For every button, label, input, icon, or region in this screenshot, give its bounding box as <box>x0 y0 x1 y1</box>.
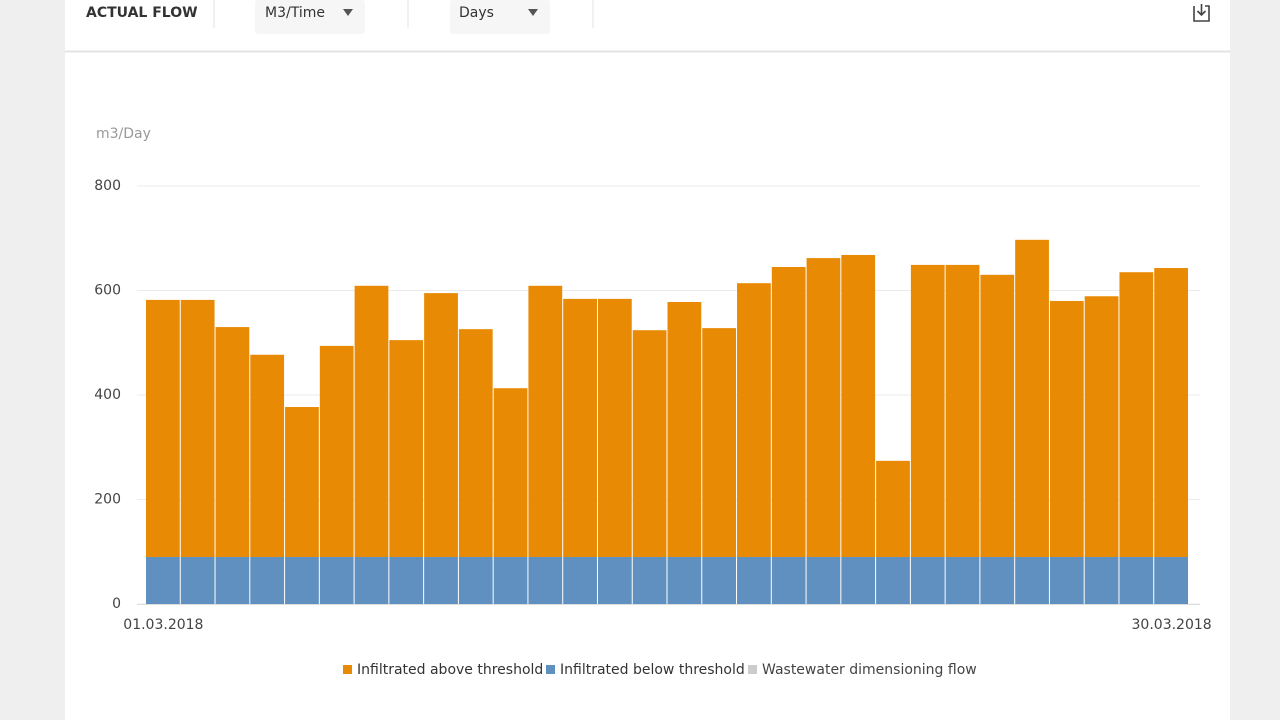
y-tick-label: 200 <box>94 492 121 508</box>
plot: 0 200 400 600 800 01.03.2018 30.03.2018 <box>94 178 1211 633</box>
download-button[interactable] <box>1193 4 1210 22</box>
bar-segment <box>354 556 389 604</box>
bar-segment <box>1154 556 1188 604</box>
bar-segment <box>910 264 945 557</box>
legend-swatch <box>343 665 352 674</box>
bar-segment <box>910 556 945 604</box>
dropdown-arrow <box>343 9 353 16</box>
bar-segment <box>737 556 771 604</box>
bar-segment <box>980 556 1015 604</box>
y-tick-label: 800 <box>94 178 121 194</box>
bar-segment <box>319 345 354 557</box>
bar-segment <box>215 556 250 604</box>
bar-segment <box>563 298 597 557</box>
legend: Infiltrated above threshold Infiltrated b… <box>343 662 977 678</box>
bar-segment <box>389 556 424 604</box>
bar-segment <box>493 388 528 557</box>
bar-segment <box>285 556 319 604</box>
bar-segment <box>632 330 667 557</box>
period-dropdown[interactable] <box>450 0 550 34</box>
bar-segment <box>980 274 1015 557</box>
y-axis-label: m3/Day <box>96 126 151 142</box>
bar-segment <box>285 407 319 557</box>
bar-segment <box>424 293 458 557</box>
bar-segment <box>180 556 215 604</box>
bar-segment <box>841 556 876 604</box>
bar-segment <box>528 285 563 557</box>
bar-segment <box>563 556 597 604</box>
y-tick-label: 400 <box>94 387 121 403</box>
bar-segment <box>667 301 702 557</box>
bar-segment <box>146 299 180 557</box>
bar-segment <box>528 556 563 604</box>
legend-item[interactable]: Infiltrated below threshold <box>546 662 745 678</box>
bar-segment <box>945 556 980 604</box>
bar-segment <box>458 556 493 604</box>
bar-segment <box>424 556 458 604</box>
y-tick-label: 600 <box>94 283 121 299</box>
bar-segment <box>1015 556 1049 604</box>
unit-select[interactable]: M3/Time <box>265 5 325 21</box>
bar-segment <box>1049 556 1084 604</box>
dropdown-arrow <box>528 9 538 16</box>
legend-label[interactable]: Wastewater dimensioning flow <box>762 662 977 678</box>
bar-segment <box>493 556 528 604</box>
bar-segment <box>180 299 215 557</box>
x-tick-label: 01.03.2018 <box>123 617 203 633</box>
bar-segment <box>771 266 806 557</box>
bar-segment <box>771 556 806 604</box>
bar-segment <box>1119 556 1154 604</box>
bar-segment <box>354 285 389 557</box>
bar-segment <box>458 329 493 557</box>
bar-segment <box>632 556 667 604</box>
download-arrow <box>1196 4 1207 17</box>
bar-segment <box>319 556 354 604</box>
legend-label[interactable]: Infiltrated below threshold <box>560 662 745 678</box>
legend-swatch <box>748 665 757 674</box>
legend-label[interactable]: Infiltrated above threshold <box>357 662 543 678</box>
bar-segment <box>1049 300 1084 557</box>
bar-segment <box>1154 268 1188 557</box>
period-select[interactable]: Days <box>459 5 494 21</box>
bar-segment <box>945 264 980 557</box>
bar-segment <box>389 340 424 557</box>
bar-segment <box>146 556 180 604</box>
legend-swatch <box>546 665 555 674</box>
bar-segment <box>597 556 632 604</box>
bar-segment <box>1084 556 1119 604</box>
bar-segment <box>876 556 910 604</box>
bar-segment <box>667 556 702 604</box>
legend-item[interactable]: Infiltrated above threshold <box>343 662 543 678</box>
bar-segment <box>215 327 250 557</box>
bar-segment <box>737 283 771 557</box>
bar-segment <box>841 254 876 557</box>
y-tick-label: 0 <box>112 596 121 612</box>
bar-segment <box>250 556 285 604</box>
header-title: ACTUAL FLOW <box>86 5 198 21</box>
bar-segment <box>702 328 737 557</box>
x-tick-label: 30.03.2018 <box>1132 617 1212 633</box>
bar-segment <box>702 556 737 604</box>
legend-item[interactable]: Wastewater dimensioning flow <box>748 662 977 678</box>
download-icon <box>1193 5 1210 22</box>
bar-segment <box>1015 239 1049 557</box>
unit-dropdown[interactable] <box>255 0 365 34</box>
bar-segment <box>806 258 841 557</box>
bar-segment <box>1084 296 1119 557</box>
bar-segment <box>806 556 841 604</box>
bar-segment <box>876 460 910 557</box>
bar-segment <box>597 298 632 557</box>
bar-segment <box>250 354 285 557</box>
bar-segment <box>1119 272 1154 557</box>
